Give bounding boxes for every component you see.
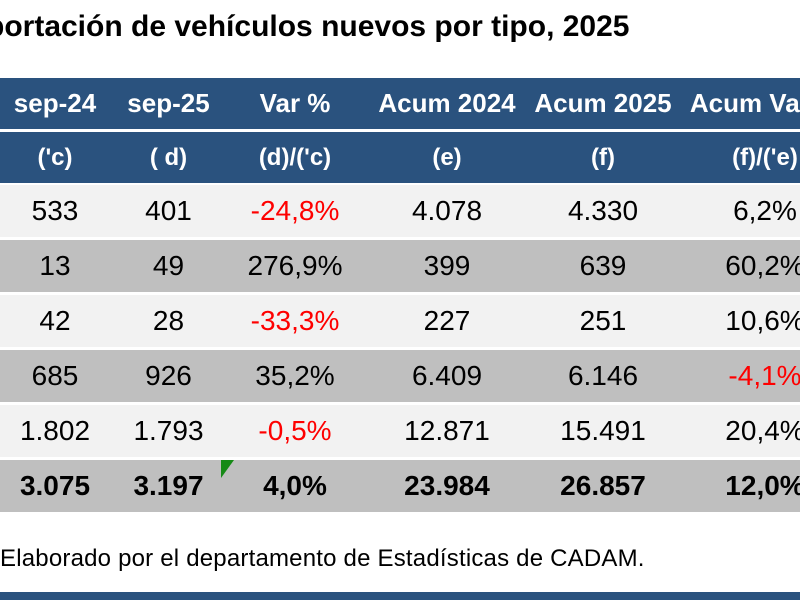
subheader-d: ( d) — [149, 143, 188, 171]
cell-value: 639 — [579, 250, 627, 281]
subheader-f: (f) — [591, 143, 615, 171]
cell-value: 401 — [145, 195, 192, 226]
footer-note: Elaborado por el departamento de Estadís… — [0, 545, 645, 572]
cell-value: 10,6% — [725, 305, 800, 336]
cell-value: 28 — [152, 305, 185, 336]
cell-value: -33,3% — [250, 305, 340, 336]
table-header-row: sep-24 sep-25 Var % Acum 2024 Acum 2025 … — [0, 78, 800, 129]
column-header-acum-2024: Acum 2024 — [378, 88, 516, 118]
total-cell-value: 4,0% — [263, 470, 327, 501]
column-header-var-pct: Var % — [259, 88, 331, 118]
table-subheader-row: ('c) ( d) (d)/('c) (e) (f) (f)/('e) — [0, 132, 800, 183]
cell-value: 533 — [31, 195, 79, 226]
cell-value: 227 — [423, 305, 471, 336]
subheader-fe: (f)/('e) — [732, 143, 798, 171]
cell-value: 1.793 — [133, 415, 204, 446]
cell-value: 60,2% — [725, 250, 800, 281]
cell-value: 15.491 — [560, 415, 646, 446]
bottom-blue-bar — [0, 592, 800, 600]
total-cell-value: 12,0% — [725, 470, 800, 501]
cell-value: 399 — [423, 250, 471, 281]
total-cell-value: 3.197 — [133, 470, 204, 501]
cell-value: -24,8% — [250, 195, 340, 226]
column-header-sep-25: sep-25 — [127, 88, 210, 118]
page-title: portación de vehículos nuevos por tipo, … — [0, 10, 630, 43]
cell-value: 6,2% — [733, 195, 797, 226]
table-row: 685 926 35,2% 6.409 6.146 -4,1% — [0, 350, 800, 402]
cell-value: 42 — [39, 305, 71, 336]
cell-value: 1.802 — [19, 415, 91, 446]
cell-value: 6.146 — [567, 360, 639, 391]
subheader-dc: (d)/('c) — [258, 143, 332, 171]
cell-value: -0,5% — [258, 415, 332, 446]
cell-value: 4.078 — [411, 195, 483, 226]
cell-value: 20,4% — [725, 415, 800, 446]
table-row: 13 49 276,9% 399 639 60,2% — [0, 240, 800, 292]
vehicle-import-table: sep-24 sep-25 Var % Acum 2024 Acum 2025 … — [0, 78, 800, 515]
cell-value: 4.330 — [567, 195, 639, 226]
column-header-acum-2025: Acum 2025 — [534, 88, 672, 118]
column-header-sep-24: sep-24 — [13, 88, 97, 118]
cell-value: -4,1% — [728, 360, 800, 391]
cell-value: 12.871 — [404, 415, 490, 446]
subheader-c: ('c) — [37, 143, 73, 171]
cell-value: 6.409 — [411, 360, 483, 391]
total-cell-value: 26.857 — [560, 470, 646, 501]
cell-value: 35,2% — [255, 360, 335, 391]
cell-value: 685 — [31, 360, 79, 391]
cell-value: 13 — [39, 250, 71, 281]
table-row: 1.802 1.793 -0,5% 12.871 15.491 20,4% — [0, 405, 800, 457]
table-total-row: 3.075 3.197 4,0% 23.984 26.857 12,0% — [0, 460, 800, 512]
subheader-e: (e) — [432, 143, 462, 171]
cell-value: 49 — [152, 250, 185, 281]
total-cell-value: 3.075 — [19, 470, 91, 501]
cell-value: 251 — [579, 305, 627, 336]
cell-value: 276,9% — [247, 250, 343, 281]
table-row: 533 401 -24,8% 4.078 4.330 6,2% — [0, 185, 800, 237]
cell-value: 926 — [145, 360, 192, 391]
table-row: 42 28 -33,3% 227 251 10,6% — [0, 295, 800, 347]
total-cell-value: 23.984 — [404, 470, 490, 501]
column-header-acum-var: Acum Var % — [689, 88, 800, 118]
